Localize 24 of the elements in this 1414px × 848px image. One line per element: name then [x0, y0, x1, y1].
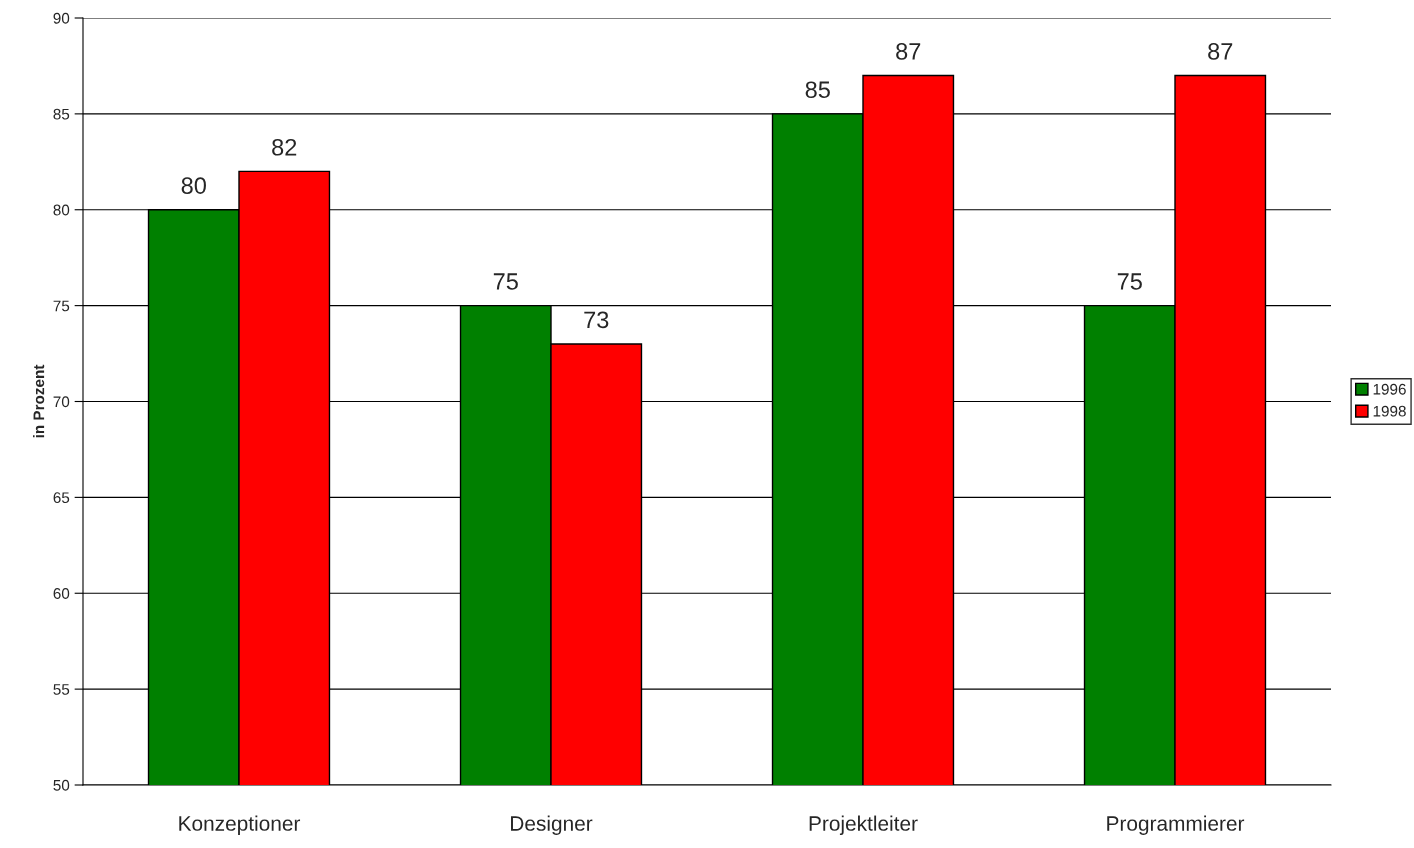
data-label: 85 [805, 81, 830, 99]
data-label: 87 [896, 43, 921, 60]
y-tick-label: 80 [53, 204, 70, 216]
y-tick-label: 70 [53, 396, 70, 408]
data-label: 73 [584, 311, 609, 329]
data-label: 80 [181, 177, 206, 194]
x-tick-label: Programmierer [1107, 815, 1245, 835]
data-label: 75 [493, 273, 518, 290]
data-label: 82 [272, 138, 297, 156]
legend-label: 1996 [1373, 383, 1406, 395]
y-tick-label: 90 [53, 12, 70, 24]
y-axis-title: in Prozent [33, 364, 45, 438]
x-tick-label: Projektleiter [809, 815, 918, 835]
x-tick-label: Konzeptioner [179, 815, 301, 835]
y-tick-label: 65 [53, 492, 70, 504]
x-tick-label: Designer [511, 815, 593, 835]
data-label: 87 [1208, 43, 1233, 60]
y-tick-label: 60 [53, 588, 70, 599]
y-tick-label: 85 [53, 108, 70, 120]
y-tick-label: 75 [53, 300, 70, 312]
y-tick-label: 50 [53, 779, 70, 791]
legend-label: 1998 [1373, 405, 1406, 417]
y-tick-label: 55 [53, 684, 70, 695]
data-label: 75 [1117, 273, 1142, 290]
